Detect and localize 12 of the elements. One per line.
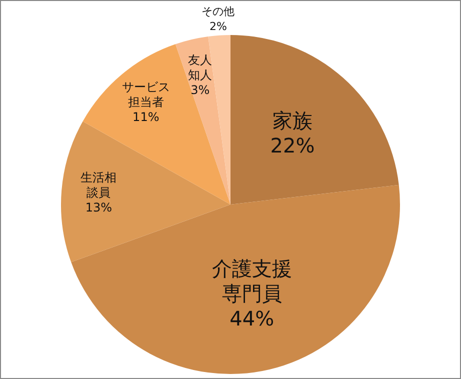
slice-label: その他 [202,4,235,18]
data-label: 11% [132,110,160,124]
data-label: 13% [85,200,112,215]
data-label: 2% [210,20,227,33]
data-label: 3% [190,82,210,97]
data-label: 44% [230,306,274,330]
data-label: 22% [270,134,315,158]
slice-label: 生活相談員 [80,170,117,200]
slice-label: サービス担当者 [122,80,170,110]
slice-label: 友人知人 [188,52,212,82]
slice-label: 介護支援専門員 [212,256,292,306]
slice-label: 家族 [272,108,312,133]
